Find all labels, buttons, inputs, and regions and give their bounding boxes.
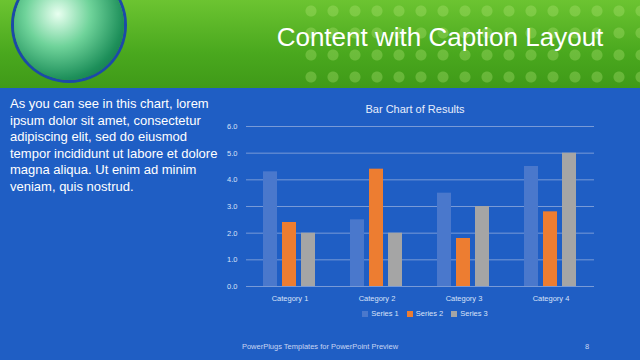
svg-text:4.0: 4.0 [227,175,237,184]
svg-text:6.0: 6.0 [227,122,237,131]
html-text:PowerPlugs Templates for Power: PowerPlugs Templates for PowerPoint Prev… [241,342,399,351]
html-text:Content with Caption Layout: Content with Caption Layout [276,22,604,52]
svg-text:2.0: 2.0 [227,229,237,238]
html-text:As you can see in this chart,: As you can see in this chart, lorem ipsu… [10,96,218,194]
svg-text:Category 2: Category 2 [359,294,396,303]
svg-text:5.0: 5.0 [227,149,237,158]
svg-text:3.0: 3.0 [227,202,237,211]
svg-text:0.0: 0.0 [227,282,237,291]
html-text:Bar Chart of Results: Bar Chart of Results [365,103,465,115]
svg-text:Category 3: Category 3 [446,294,483,303]
html-text:8: 8 [585,342,590,351]
svg-text:Category 4: Category 4 [533,294,570,303]
html-text:Series 1: Series 1 [371,309,399,318]
html-text:Series 2: Series 2 [415,309,444,318]
html-text:Series 3: Series 3 [460,309,488,318]
svg-text:Category 1: Category 1 [272,294,309,303]
svg-text:1.0: 1.0 [227,255,237,264]
